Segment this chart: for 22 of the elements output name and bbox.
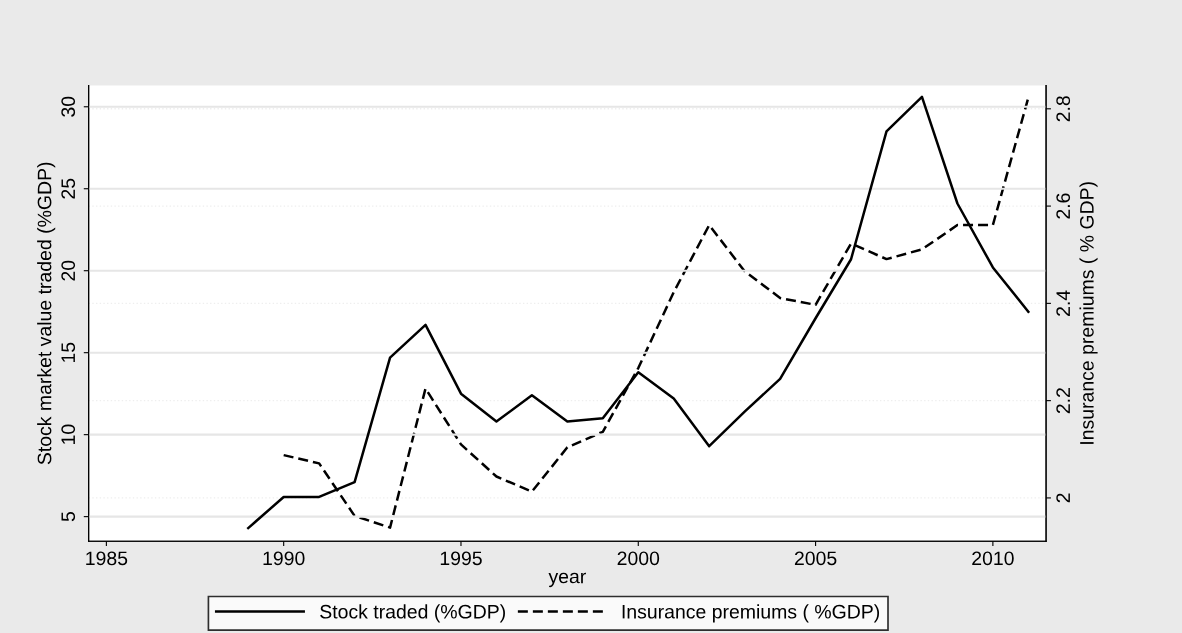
y-tick-label: 5 (61, 512, 76, 522)
legend-label: Stock traded (%GDP) (320, 604, 505, 623)
y-tick-label: 20 (61, 260, 76, 281)
y2-axis-title: Insurance premiums ( % GDP) (1079, 182, 1098, 444)
y-tick-label: 10 (61, 424, 76, 444)
y-axis-title: Stock market value traded (%GDP) (37, 162, 56, 465)
x-axis-title: year (548, 572, 586, 588)
x-tick-label: 2000 (617, 551, 660, 566)
x-tick-label: 1985 (86, 551, 128, 566)
y2-tick-label: 2.2 (1056, 388, 1070, 414)
x-tick-label: 1990 (263, 551, 305, 566)
x-tick-label: 2005 (794, 551, 837, 566)
y2-tick-label: 2.6 (1056, 193, 1071, 219)
x-tick-label: 2010 (972, 551, 1014, 566)
y2-tick-label: 2.4 (1056, 290, 1070, 316)
y2-tick-label: 2 (1056, 493, 1070, 503)
y2-tick-label: 2.8 (1056, 96, 1071, 122)
y-tick-label: 15 (61, 342, 76, 363)
legend-label: Insurance premiums ( %GDP) (622, 604, 880, 623)
y-tick-label: 25 (61, 178, 76, 199)
y-tick-label: 30 (61, 96, 76, 117)
x-tick-label: 1995 (440, 551, 482, 566)
